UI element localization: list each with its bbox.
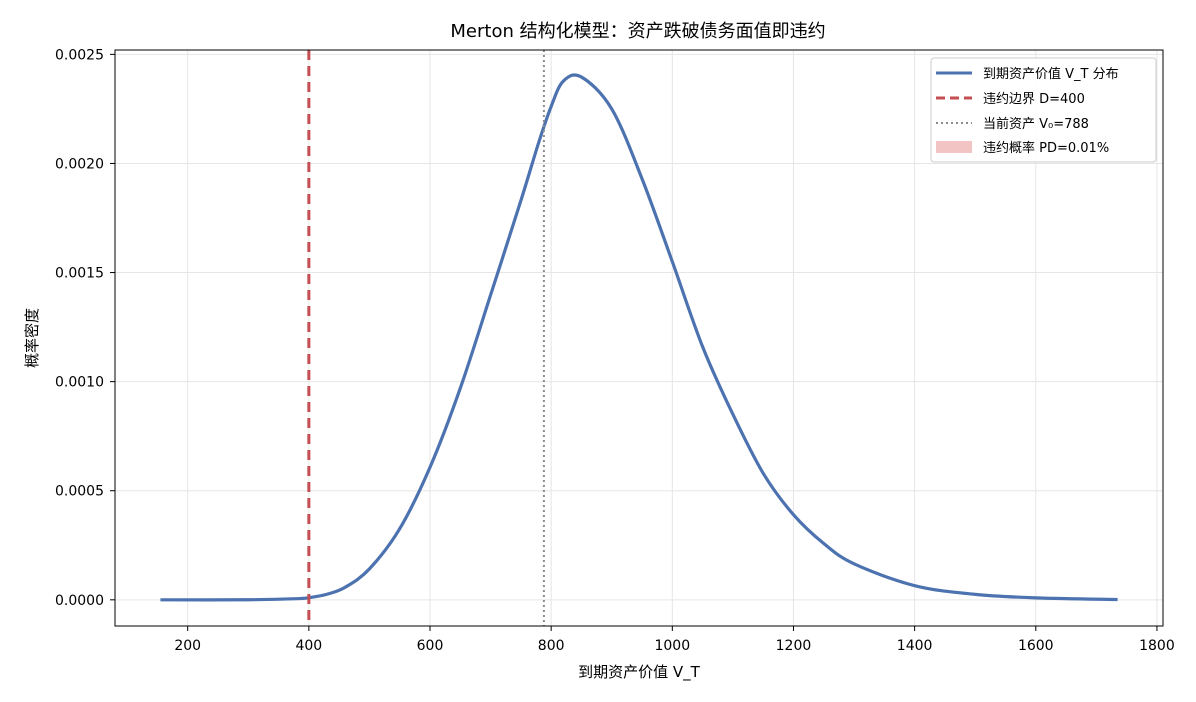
legend-frame [930,57,1157,163]
legend-label-default-boundary: 违约边界 D=400 [983,92,1085,107]
x-tick-label: 1400 [897,638,933,654]
x-tick-label: 1800 [1139,638,1175,654]
y-tick-label: 0.0010 [55,375,104,391]
y-tick-label: 0.0015 [55,266,104,282]
density-curve [160,73,1118,602]
x-tick-label: 1000 [654,638,690,654]
chart-title: Merton 结构化模型：资产跌破债务面值即违约 [450,21,825,42]
y-axis-label: 概率密度 [23,308,41,368]
x-tick-label: 1600 [1018,638,1054,654]
legend: 到期资产价值 V_T 分布 违约边界 D=400 当前资产 V₀=788 违约概… [930,57,1157,163]
y-tick-label: 0.0020 [55,156,104,172]
x-tick-label: 1200 [776,638,812,654]
legend-label-current-asset: 当前资产 V₀=788 [983,116,1089,132]
plot-frame [114,49,1164,627]
x-tick-label: 400 [295,638,322,654]
y-tick-label: 0.0000 [55,593,104,609]
x-axis-label: 到期资产价值 V_T [578,663,701,682]
x-tick-label: 800 [538,638,565,654]
legend-label-pd: 违约概率 PD=0.01% [983,140,1109,156]
x-tick-label: 200 [174,638,201,654]
y-tick-label: 0.0005 [55,484,104,500]
x-tick-label: 600 [417,638,444,654]
legend-label-distribution: 到期资产价值 V_T 分布 [983,66,1119,82]
plot-lines [160,50,1118,626]
x-axis: 200 400 600 800 1000 1200 1400 1600 1800 [174,626,1175,654]
y-axis: 0.0000 0.0005 0.0010 0.0015 0.0020 0.0025 [55,47,115,609]
y-tick-label: 0.0025 [55,47,104,63]
legend-swatch-pd [936,141,972,153]
